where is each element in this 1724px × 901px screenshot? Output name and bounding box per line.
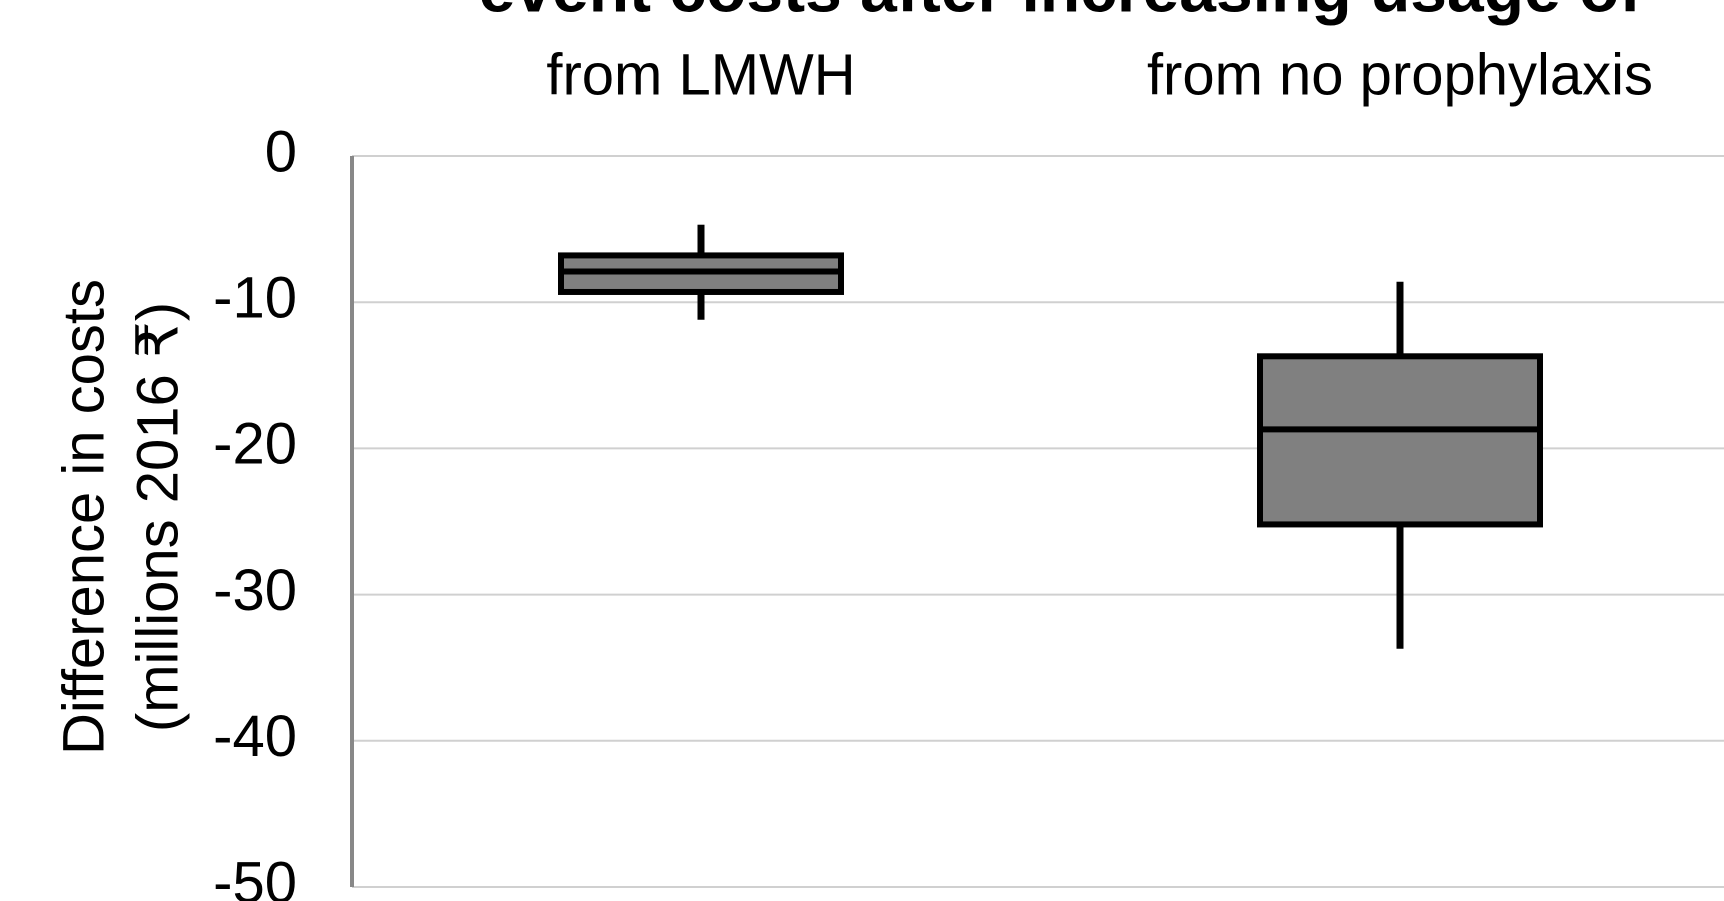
y-tick-label: -50 xyxy=(213,850,297,901)
y-axis-label-line: Difference in costs xyxy=(51,279,116,755)
category-label: from no prophylaxis xyxy=(1147,42,1653,107)
chart-title: event costs after increasing usage of xyxy=(479,0,1643,25)
y-tick-label: -40 xyxy=(213,704,297,769)
y-tick-label: -10 xyxy=(213,266,297,331)
y-tick-label: -30 xyxy=(213,558,297,623)
box xyxy=(1257,353,1543,528)
y-axis-label: Difference in costs (millions 2016 ₹) xyxy=(51,279,190,755)
y-tick-label: 0 xyxy=(265,119,297,184)
category-label: from LMWH xyxy=(546,42,855,107)
y-tick-label: -20 xyxy=(213,412,297,477)
y-axis-label-line: (millions 2016 ₹) xyxy=(125,302,190,732)
